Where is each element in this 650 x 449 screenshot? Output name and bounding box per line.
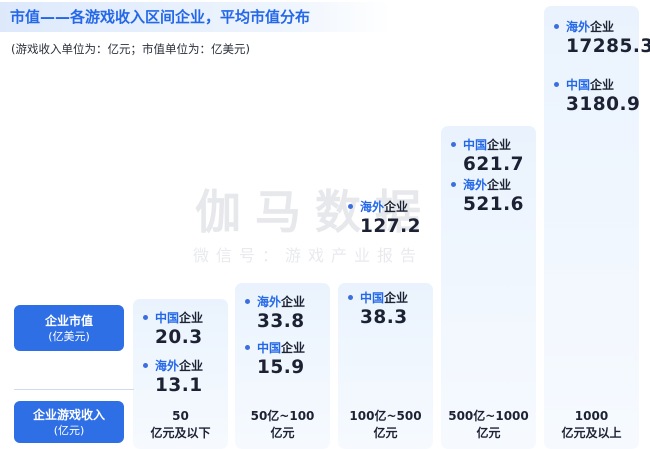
market-cap-value: 17285.3 — [566, 36, 650, 57]
company-label: 企业 — [487, 138, 512, 152]
market-cap-value: 13.1 — [155, 375, 203, 396]
revenue-range-label: 500亿~1000 亿元 — [441, 408, 536, 442]
revenue-range-label: 50 亿元及以下 — [133, 408, 228, 442]
market-cap-unit: (亿美元) — [48, 329, 90, 343]
market-cap-entry: 海外 企业 33.8 — [245, 293, 305, 332]
market-cap-value: 33.8 — [257, 311, 305, 332]
market-cap-value: 521.6 — [463, 194, 525, 215]
title-bar — [0, 2, 392, 32]
market-cap-value: 20.3 — [155, 327, 203, 348]
revenue-range-line2: 亿元 — [373, 426, 398, 440]
range-column-2 — [235, 283, 330, 449]
region-label: 中国 — [566, 78, 591, 92]
company-label: 企业 — [384, 200, 409, 214]
revenue-label: 企业游戏收入 — [32, 407, 105, 422]
revenue-row-label: 企业游戏收入 (亿元) — [14, 401, 124, 443]
revenue-range-line2: 亿元及以下 — [150, 426, 211, 440]
bullet-dot-icon — [451, 182, 456, 187]
range-column-4 — [441, 126, 536, 449]
revenue-range-line1: 50亿~100 — [250, 409, 315, 423]
revenue-range-label: 1000 亿元及以上 — [544, 408, 639, 442]
region-label: 中国 — [360, 291, 385, 305]
market-cap-entry: 中国 企业 20.3 — [143, 309, 203, 348]
watermark-subtext: 微信号：游戏产业报告 — [193, 246, 424, 265]
revenue-unit: (亿元) — [53, 423, 85, 437]
revenue-range-line1: 500亿~1000 — [448, 409, 529, 423]
market-cap-entry: 中国 企业 621.7 — [451, 136, 524, 175]
region-label: 海外 — [360, 200, 385, 214]
market-cap-label: 企业市值 — [44, 313, 93, 328]
bullet-dot-icon — [245, 345, 250, 350]
bullet-dot-icon — [554, 82, 559, 87]
revenue-range-line1: 100亿~500 — [349, 409, 422, 423]
market-cap-entry: 海外 企业 17285.3 — [554, 18, 650, 57]
company-label: 企业 — [281, 341, 306, 355]
region-label: 海外 — [463, 178, 488, 192]
company-label: 企业 — [590, 20, 615, 34]
market-cap-value: 3180.9 — [566, 94, 641, 115]
company-label: 企业 — [281, 295, 306, 309]
revenue-range-line2: 亿元及以上 — [561, 426, 622, 440]
bullet-dot-icon — [143, 315, 148, 320]
market-cap-row-label: 企业市值 (亿美元) — [14, 305, 124, 351]
region-label: 中国 — [257, 341, 282, 355]
market-cap-value: 15.9 — [257, 357, 305, 378]
row-divider — [14, 389, 134, 390]
revenue-range-line1: 1000 — [574, 409, 609, 423]
market-cap-entry: 中国 企业 15.9 — [245, 339, 305, 378]
bullet-dot-icon — [348, 204, 353, 209]
revenue-range-label: 100亿~500 亿元 — [338, 408, 433, 442]
company-label: 企业 — [179, 359, 204, 373]
market-cap-value: 38.3 — [360, 307, 408, 328]
company-label: 企业 — [384, 291, 409, 305]
bullet-dot-icon — [348, 295, 353, 300]
market-cap-entry: 中国 企业 38.3 — [348, 289, 408, 328]
company-label: 企业 — [179, 311, 204, 325]
revenue-range-line2: 亿元 — [476, 426, 501, 440]
market-cap-value: 127.2 — [360, 216, 422, 237]
market-cap-value: 621.7 — [463, 154, 525, 175]
range-column-1 — [133, 299, 228, 449]
revenue-range-line1: 50 — [172, 409, 189, 423]
bullet-dot-icon — [451, 142, 456, 147]
region-label: 海外 — [257, 295, 282, 309]
bullet-dot-icon — [245, 299, 250, 304]
company-label: 企业 — [487, 178, 512, 192]
range-column-3 — [338, 283, 433, 449]
region-label: 中国 — [155, 311, 180, 325]
bullet-dot-icon — [143, 363, 148, 368]
market-cap-entry: 海外 企业 13.1 — [143, 357, 203, 396]
page-title: 市值——各游戏收入区间企业，平均市值分布 — [10, 8, 311, 26]
unit-note: (游戏收入单位为：亿元；市值单位为：亿美元) — [11, 42, 250, 56]
company-label: 企业 — [590, 78, 615, 92]
revenue-range-line2: 亿元 — [270, 426, 295, 440]
range-column-5 — [544, 6, 639, 449]
watermark-logo-text: 伽马数据 — [195, 185, 435, 239]
revenue-range-label: 50亿~100 亿元 — [235, 408, 330, 442]
region-label: 中国 — [463, 138, 488, 152]
market-cap-entry: 中国 企业 3180.9 — [554, 76, 640, 115]
market-cap-entry: 海外 企业 127.2 — [348, 198, 421, 237]
region-label: 海外 — [155, 359, 180, 373]
region-label: 海外 — [566, 20, 591, 34]
bullet-dot-icon — [554, 24, 559, 29]
market-cap-entry: 海外 企业 521.6 — [451, 176, 524, 215]
